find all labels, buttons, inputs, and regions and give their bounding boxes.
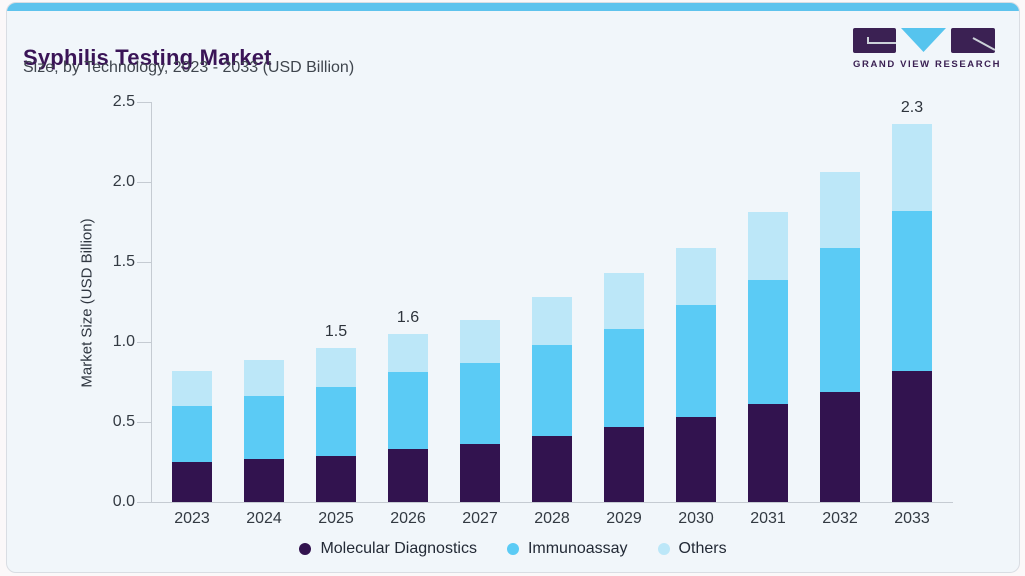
legend-label: Others xyxy=(678,540,727,557)
y-tick-label: 1.0 xyxy=(112,333,135,350)
bar-segment-molecular-diagnostics xyxy=(460,444,500,502)
y-tick xyxy=(137,421,151,423)
x-tick-label: 2025 xyxy=(318,510,354,527)
bar-segment-molecular-diagnostics xyxy=(388,449,428,502)
y-tick-label: 0.0 xyxy=(112,493,135,510)
bar-segment-molecular-diagnostics xyxy=(532,436,572,502)
bar-value-label: 1.5 xyxy=(324,323,348,341)
legend-item-others: Others xyxy=(657,540,727,558)
bar-segment-molecular-diagnostics xyxy=(604,426,644,502)
bar-segment-molecular-diagnostics xyxy=(748,404,788,502)
bar-segment-others xyxy=(604,273,644,330)
bar-segment-others xyxy=(244,359,284,397)
bar-segment-molecular-diagnostics xyxy=(676,417,716,502)
bar-segment-immunoassay xyxy=(820,247,860,392)
bar-segment-others xyxy=(172,370,212,406)
x-tick-label: 2032 xyxy=(822,510,858,527)
y-tick xyxy=(137,181,151,183)
top-accent-bar xyxy=(7,3,1019,11)
x-tick-label: 2024 xyxy=(246,510,282,527)
y-tick-label: 2.0 xyxy=(112,173,135,190)
gvr-logo: GRAND VIEW RESEARCH xyxy=(853,28,1002,70)
legend: Molecular Diagnostics Immunoassay Others xyxy=(7,540,1019,558)
legend-swatch-icon xyxy=(657,543,670,555)
bar-segment-molecular-diagnostics xyxy=(316,455,356,502)
bar-segment-immunoassay xyxy=(388,372,428,450)
y-tick xyxy=(137,101,151,103)
y-tick-label: 1.5 xyxy=(112,253,135,270)
bar-segment-others xyxy=(532,297,572,346)
x-tick-label: 2023 xyxy=(174,510,210,527)
bar-segment-molecular-diagnostics xyxy=(892,370,932,502)
plot-area: 0.0 0.5 1.0 1.5 2.0 2.5 2023 2024 2025 2026 2027 20… xyxy=(113,93,953,527)
y-tick-label: 2.5 xyxy=(112,93,135,110)
bar-value-label: 2.3 xyxy=(900,99,924,117)
logo-wordmark: GRAND VIEW RESEARCH xyxy=(853,59,1002,70)
logo-g-icon xyxy=(853,28,896,58)
legend-swatch-icon xyxy=(506,543,519,555)
y-tick xyxy=(137,261,151,263)
legend-label: Immunoassay xyxy=(527,540,628,557)
bar-value-label: 1.6 xyxy=(396,309,420,326)
y-tick xyxy=(137,341,151,343)
bar-segment-molecular-diagnostics xyxy=(172,462,212,502)
page-title: Syphilis Testing Market xyxy=(23,44,272,70)
bar-segment-immunoassay xyxy=(172,406,212,462)
bar-segment-others xyxy=(892,124,932,211)
logo-v-icon xyxy=(900,28,947,58)
bar-segment-immunoassay xyxy=(460,362,500,445)
legend-label: Molecular Diagnostics xyxy=(320,540,477,557)
bar-segment-others xyxy=(676,247,716,306)
chart-subtitle: Size, by Technology, 2023 - 2033 (USD Bi… xyxy=(23,59,355,76)
logo-r-icon xyxy=(951,28,996,58)
bar-segment-immunoassay xyxy=(604,329,644,427)
bar-segment-molecular-diagnostics xyxy=(820,391,860,502)
bar-segment-others xyxy=(748,212,788,280)
x-tick-label: 2033 xyxy=(894,510,930,527)
x-tick-label: 2030 xyxy=(678,510,714,527)
y-tick-label: 0.5 xyxy=(112,413,135,430)
y-tick xyxy=(137,501,151,503)
bar-segment-others xyxy=(460,319,500,363)
bar-segment-immunoassay xyxy=(748,279,788,405)
bar-segment-immunoassay xyxy=(892,210,932,371)
x-tick-label: 2031 xyxy=(750,510,786,527)
legend-item-molecular-diagnostics: Molecular Diagnostics xyxy=(299,540,477,558)
bar-segment-others xyxy=(820,172,860,248)
y-axis-title: Market Size (USD Billion) xyxy=(78,218,96,388)
bar-segment-immunoassay xyxy=(532,345,572,437)
legend-item-immunoassay: Immunoassay xyxy=(506,540,628,558)
bar-segment-others xyxy=(388,334,428,373)
bar-segment-molecular-diagnostics xyxy=(244,458,284,502)
bar-segment-immunoassay xyxy=(316,386,356,456)
x-tick-label: 2029 xyxy=(606,510,642,527)
chart-card: Syphilis Testing Market Size, by Technol… xyxy=(6,2,1020,573)
bar-segment-immunoassay xyxy=(676,305,716,418)
x-tick-label: 2028 xyxy=(534,510,570,527)
bar-segment-immunoassay xyxy=(244,396,284,459)
x-tick-label: 2027 xyxy=(462,510,498,527)
bar-segment-others xyxy=(316,348,356,387)
gvr-logo-marks xyxy=(853,28,996,53)
legend-swatch-icon xyxy=(299,543,312,555)
x-tick-label: 2026 xyxy=(390,510,426,527)
